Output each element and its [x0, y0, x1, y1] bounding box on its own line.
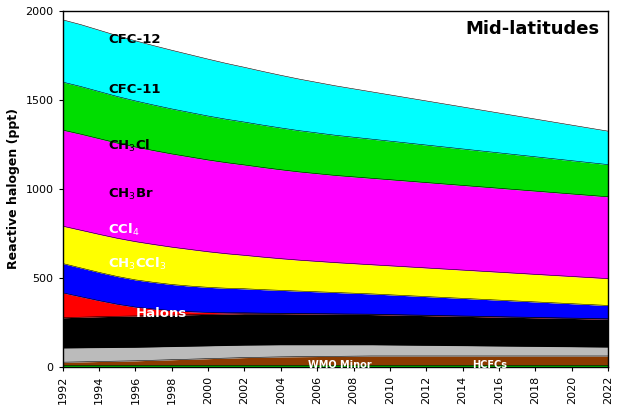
Text: WMO Minor: WMO Minor: [308, 360, 372, 369]
Y-axis label: Reactive halogen (ppt): Reactive halogen (ppt): [7, 109, 20, 269]
Text: HCFCs: HCFCs: [472, 360, 507, 369]
Text: CCl$_4$: CCl$_4$: [108, 222, 140, 238]
Text: CH$_3$Cl: CH$_3$Cl: [108, 138, 151, 154]
Text: CFC-11: CFC-11: [108, 83, 161, 96]
Text: CFC-12: CFC-12: [108, 33, 161, 46]
Text: Mid-latitudes: Mid-latitudes: [466, 20, 600, 38]
Text: Halons: Halons: [135, 307, 187, 320]
Text: CFC-113: CFC-113: [135, 333, 190, 346]
Text: CH$_3$Br: CH$_3$Br: [108, 187, 154, 202]
Text: CH$_3$CCl$_3$: CH$_3$CCl$_3$: [108, 256, 167, 272]
